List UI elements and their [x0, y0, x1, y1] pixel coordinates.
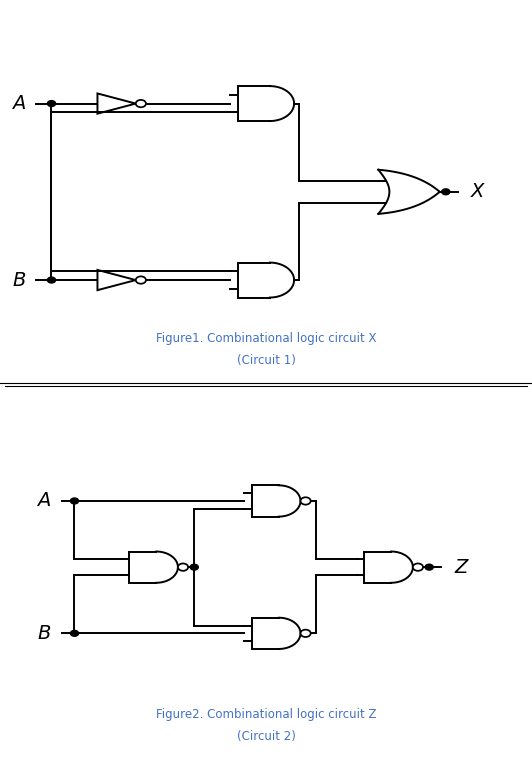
Circle shape [301, 630, 311, 637]
Circle shape [190, 565, 198, 570]
Text: $B$: $B$ [37, 624, 52, 643]
Text: $B$: $B$ [12, 270, 26, 290]
Circle shape [70, 630, 79, 637]
Circle shape [47, 100, 55, 106]
Circle shape [136, 277, 146, 283]
Text: $Z$: $Z$ [454, 558, 470, 577]
Circle shape [70, 498, 79, 504]
Circle shape [301, 497, 311, 505]
Circle shape [442, 189, 450, 195]
Circle shape [413, 564, 423, 571]
Circle shape [136, 100, 146, 107]
Text: $A$: $A$ [11, 94, 26, 113]
Text: (Circuit 1): (Circuit 1) [237, 355, 295, 368]
Circle shape [178, 564, 188, 571]
Text: Figure2. Combinational logic circuit Z: Figure2. Combinational logic circuit Z [156, 708, 376, 721]
Text: $X$: $X$ [470, 182, 487, 201]
Text: (Circuit 2): (Circuit 2) [237, 730, 295, 743]
Circle shape [425, 565, 433, 570]
Text: $A$: $A$ [37, 492, 52, 510]
Circle shape [47, 277, 55, 283]
Text: Figure1. Combinational logic circuit X: Figure1. Combinational logic circuit X [156, 332, 376, 345]
